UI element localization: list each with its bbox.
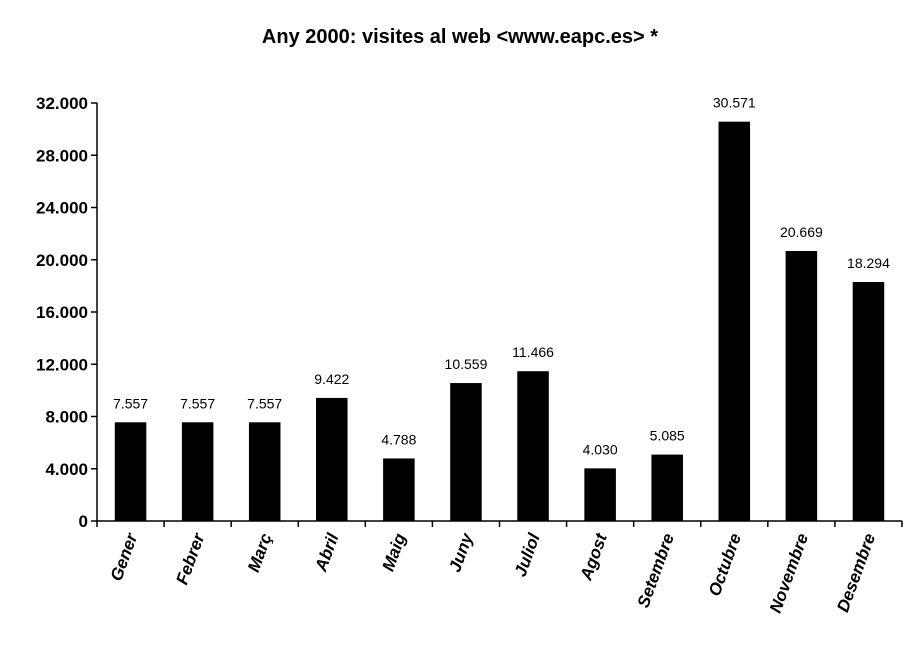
y-tick-label: 16.000 [36, 303, 88, 322]
data-label: 5.085 [650, 428, 685, 444]
bar-novembre [785, 251, 818, 522]
bar-octubre [718, 121, 751, 521]
data-label: 4.788 [381, 431, 416, 447]
bars [114, 121, 885, 522]
x-tick-label: Maig [379, 530, 410, 573]
x-tick-label: Gener [107, 530, 142, 584]
bar-febrer [181, 422, 214, 521]
x-tick-label: Desembre [833, 531, 879, 615]
x-tick-label: Març [244, 530, 276, 574]
data-label: 4.030 [583, 441, 618, 457]
x-tick-label: Octubre [705, 531, 745, 599]
data-label: 7.557 [180, 395, 215, 411]
y-tick-label: 4.000 [45, 460, 88, 479]
bar-juny [450, 383, 482, 521]
data-label: 20.669 [780, 224, 823, 240]
bar-juliol [517, 371, 549, 521]
data-label: 7.557 [113, 395, 148, 411]
x-tick-label: Abril [311, 530, 343, 575]
y-tick-label: 12.000 [36, 355, 88, 374]
data-label: 11.466 [512, 344, 554, 360]
y-tick-label: 20.000 [36, 251, 88, 270]
bar-gener [114, 422, 147, 521]
bar-març [248, 422, 281, 521]
bar-abril [316, 397, 348, 521]
y-tick-label: 8.000 [45, 408, 88, 427]
data-label: 18.294 [847, 255, 890, 271]
x-axis: Gener Febrer Març Abril Maig Juny Juliol Agost S… [96, 520, 903, 616]
x-tick-label: Febrer [172, 530, 208, 588]
data-label: 7.557 [247, 395, 282, 411]
bar-setembre [651, 454, 683, 521]
y-tick-label: 24.000 [36, 199, 88, 218]
data-label: 10.559 [445, 356, 488, 372]
y-tick-label: 32.000 [36, 94, 88, 113]
data-label: 30.571 [713, 95, 756, 111]
bar-agost [584, 468, 616, 521]
y-tick-label: 28.000 [36, 146, 88, 165]
y-tick-label: 0 [79, 512, 88, 531]
x-tick-label: Agost [576, 530, 611, 584]
bar-desembre [852, 282, 885, 521]
y-axis: 0 4.000 8.000 12.000 16.000 20.000 24.000 28.00… [36, 94, 98, 531]
x-tick-label: Juliol [511, 530, 544, 579]
chart-title: Any 2000: visites al web <www.eapc.es> * [262, 26, 658, 48]
bar-maig [383, 458, 415, 521]
data-labels: 7.557 7.557 7.557 9.422 4.788 10.559 11.466 4.0… [113, 95, 890, 458]
x-tick-label: Novembre [766, 531, 812, 616]
x-tick-label: Setembre [634, 531, 678, 610]
x-tick-label: Juny [445, 529, 477, 574]
data-label: 9.422 [314, 371, 349, 387]
